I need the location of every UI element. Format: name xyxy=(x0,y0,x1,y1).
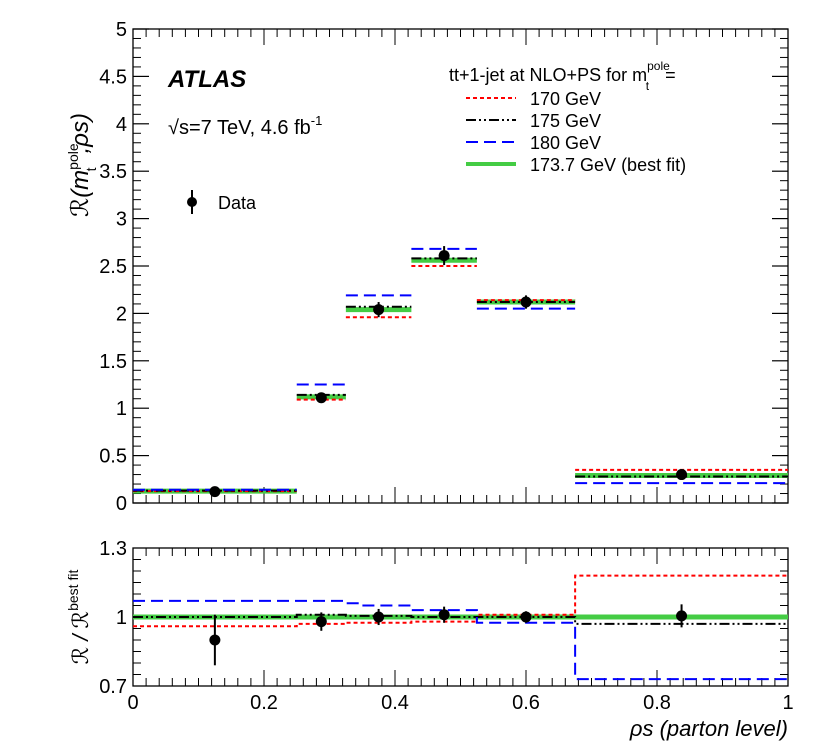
top-y-tick-label: 4 xyxy=(116,114,127,136)
legend-data-marker xyxy=(187,197,197,207)
x-tick-label: 0.6 xyxy=(512,692,540,714)
bottom-y-tick-label: 1.3 xyxy=(99,538,127,560)
bottom-series-step xyxy=(133,613,788,625)
top-y-axis-label: ℛ(mpole t,ρs) xyxy=(65,113,99,217)
energy-label: √s=7 TeV, 4.6 fb-1 xyxy=(168,113,322,139)
top-y-tick-label: 0 xyxy=(116,493,127,515)
top-y-tick-label: 0.5 xyxy=(99,446,127,468)
x-axis-label: ρs (parton level) xyxy=(629,716,788,741)
top-data-point xyxy=(209,486,221,498)
legend-title: tt+1-jet at NLO+PS for mpole t= xyxy=(449,59,676,93)
top-data-point xyxy=(520,296,532,308)
bottom-data-point xyxy=(676,610,688,622)
top-y-tick-label: 4.5 xyxy=(99,66,127,88)
legend-label: 180 GeV xyxy=(530,133,601,153)
top-data-point xyxy=(676,469,688,481)
legend-label: 175 GeV xyxy=(530,111,601,131)
legend-data-label: Data xyxy=(218,193,257,213)
top-y-tick-label: 1 xyxy=(116,398,127,420)
x-tick-label: 0 xyxy=(127,692,138,714)
bottom-data-point xyxy=(373,611,385,623)
x-tick-label: 0.4 xyxy=(381,692,409,714)
top-y-tick-label: 3.5 xyxy=(99,161,127,183)
top-y-tick-label: 2 xyxy=(116,303,127,325)
bottom-y-tick-label: 1 xyxy=(116,607,127,629)
bottom-panel: 0 0.2 0.4 0.6 0.8 1 0.7 1 1.3 xyxy=(99,538,793,714)
bottom-series-step xyxy=(133,574,788,628)
top-y-tick-label: 1.5 xyxy=(99,351,127,373)
legend-label: 170 GeV xyxy=(530,89,601,109)
top-panel: 0 0.5 1 1.5 2 2.5 3 3.5 4 4.5 5 xyxy=(99,19,789,515)
top-data-point xyxy=(315,392,327,404)
top-y-tick-label: 2.5 xyxy=(99,256,127,278)
bottom-data-point xyxy=(438,609,450,621)
bottom-series-step xyxy=(133,599,788,681)
bottom-data-point xyxy=(520,611,532,623)
top-y-tick-label: 3 xyxy=(116,209,127,231)
bottom-y-tick-label: 0.7 xyxy=(99,676,127,698)
x-tick-label: 1 xyxy=(782,692,793,714)
atlas-label: ATLAS xyxy=(167,66,246,93)
bottom-data-point xyxy=(209,634,221,646)
top-y-tick-label: 5 xyxy=(116,19,127,41)
x-tick-label: 0.2 xyxy=(250,692,278,714)
bottom-data-point xyxy=(315,616,327,628)
x-tick-label: 0.8 xyxy=(643,692,671,714)
top-data-point xyxy=(373,304,385,316)
bottom-y-axis-label: ℛ / ℛbest fit xyxy=(65,570,93,665)
legend-label: 173.7 GeV (best fit) xyxy=(530,155,686,175)
top-data-point xyxy=(438,250,450,262)
